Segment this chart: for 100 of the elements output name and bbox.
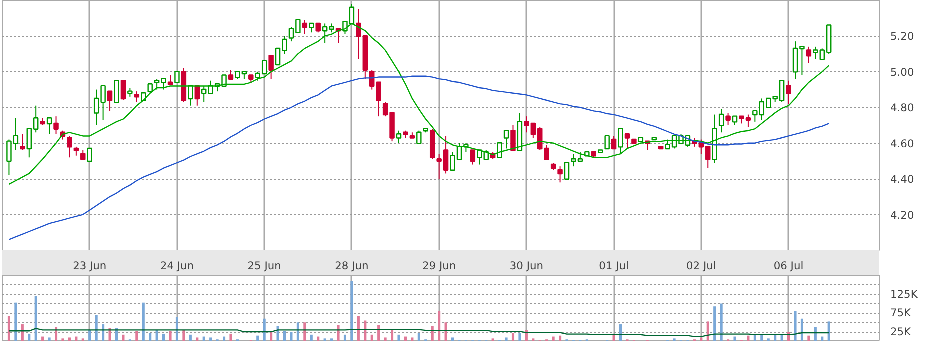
bar xyxy=(734,336,736,341)
x-tick-label: 30 Jun xyxy=(510,260,544,272)
bar xyxy=(714,306,716,341)
y-tick-label: 4.80 xyxy=(890,102,914,115)
bar xyxy=(8,316,10,341)
candlestick xyxy=(67,136,72,158)
candlestick xyxy=(510,125,516,152)
bar xyxy=(169,331,172,341)
candlestick xyxy=(107,90,113,112)
bar xyxy=(384,338,387,341)
bar xyxy=(411,338,414,341)
x-tick-label: 28 Jun xyxy=(335,260,369,272)
bar xyxy=(88,330,92,341)
candlestick xyxy=(718,108,724,134)
candlestick xyxy=(504,130,510,150)
bar xyxy=(700,338,703,341)
candlestick xyxy=(174,71,180,84)
y-tick-label: 5.20 xyxy=(890,30,914,44)
bar xyxy=(451,338,454,341)
bar xyxy=(357,316,360,341)
candlestick xyxy=(268,54,274,80)
bar xyxy=(794,311,797,341)
bar xyxy=(202,336,206,341)
bar xyxy=(68,338,71,341)
candlestick xyxy=(120,80,126,101)
x-tick-label: 24 Jun xyxy=(160,260,194,272)
bar xyxy=(296,322,300,341)
bar xyxy=(821,336,824,341)
bar xyxy=(814,327,817,341)
bar xyxy=(747,336,750,341)
candlestick xyxy=(611,136,617,150)
bar xyxy=(263,318,266,341)
bar xyxy=(444,322,448,341)
y-tick-label: 75K xyxy=(890,306,912,320)
candlestick xyxy=(497,142,502,159)
candlestick xyxy=(806,46,812,64)
candlestick xyxy=(558,166,563,184)
candlestick xyxy=(188,85,194,106)
bar xyxy=(75,336,78,341)
x-tick-label: 02 Jul xyxy=(686,260,716,272)
bar xyxy=(619,324,622,341)
line-series xyxy=(8,328,830,338)
bar xyxy=(431,326,434,341)
y-tick-label: 5.00 xyxy=(890,66,914,79)
x-tick-label: 01 Jul xyxy=(599,260,629,272)
bar xyxy=(34,296,38,341)
candlestick xyxy=(786,80,792,105)
bar xyxy=(398,334,400,341)
y-tick-label: 4.40 xyxy=(890,173,914,186)
bar xyxy=(350,281,354,341)
bar xyxy=(189,334,192,341)
candlestick xyxy=(20,134,26,151)
bar xyxy=(95,315,98,341)
bar xyxy=(418,333,420,341)
bar xyxy=(559,336,562,341)
candlestick xyxy=(87,148,92,162)
bar xyxy=(438,311,441,341)
bar xyxy=(122,334,125,341)
bar xyxy=(210,338,212,341)
y-tick-label: 4.20 xyxy=(890,208,914,222)
bar xyxy=(512,333,515,341)
bar xyxy=(136,331,138,341)
bar xyxy=(290,332,293,341)
candlestick xyxy=(302,20,308,35)
y-tick-label: 25K xyxy=(890,326,912,339)
candlestick xyxy=(46,117,52,135)
x-tick-label: 23 Jun xyxy=(73,260,107,272)
candlestick xyxy=(396,130,402,144)
bar xyxy=(230,334,232,341)
bar xyxy=(518,333,522,341)
candlestick xyxy=(134,91,140,103)
bar xyxy=(337,325,340,341)
bar xyxy=(344,334,347,341)
y-tick-label: 4.60 xyxy=(890,137,914,150)
bar xyxy=(48,338,51,341)
candlestick xyxy=(416,130,422,144)
bar xyxy=(21,324,24,341)
bar xyxy=(14,302,18,341)
x-tick-label: 29 Jun xyxy=(422,260,456,272)
bar xyxy=(156,330,158,341)
candlestick xyxy=(618,128,624,155)
bar xyxy=(720,304,723,341)
x-tick-label: 25 Jun xyxy=(248,260,282,272)
bar xyxy=(404,336,407,341)
bar xyxy=(176,316,179,341)
bar xyxy=(283,331,286,341)
candlestick xyxy=(114,80,120,104)
bar xyxy=(304,322,306,341)
bar xyxy=(706,322,710,341)
candlestick xyxy=(726,112,731,126)
bar xyxy=(800,318,804,341)
candlestick xyxy=(624,134,630,150)
bar xyxy=(370,334,374,341)
bar xyxy=(142,302,145,341)
x-tick-label: 06 Jul xyxy=(774,260,804,272)
candlestick xyxy=(564,162,570,180)
bar xyxy=(42,336,44,341)
bar xyxy=(828,322,830,341)
bar xyxy=(222,336,226,341)
bar xyxy=(310,334,313,341)
